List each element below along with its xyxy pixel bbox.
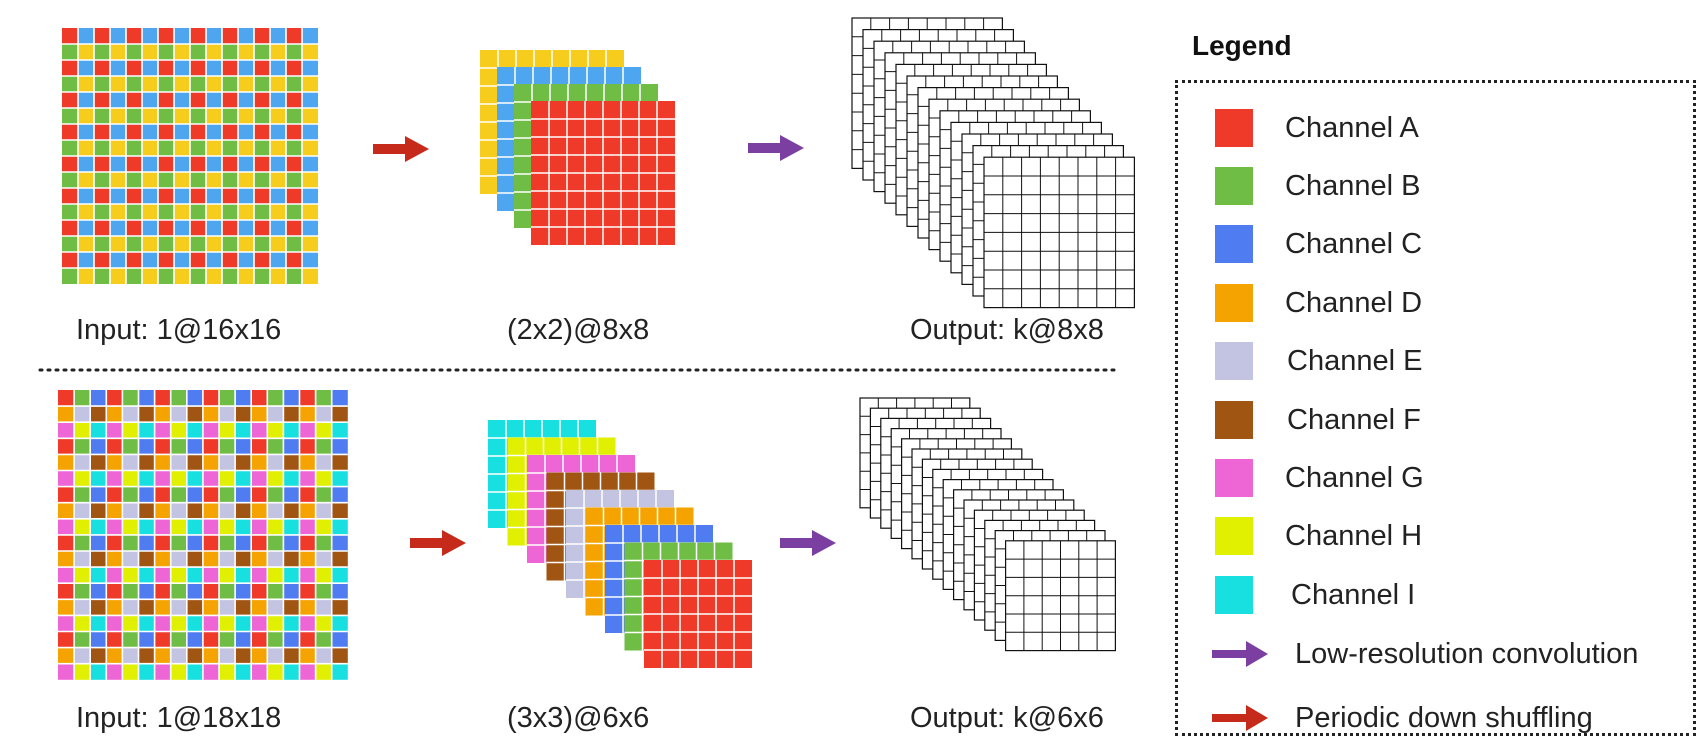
caption-top-shuffled: (2x2)@8x8 <box>507 314 650 346</box>
caption-bottom-input: Input: 1@18x18 <box>76 702 282 734</box>
swatch-channel-f <box>1215 401 1253 439</box>
swatch-channel-d <box>1215 284 1253 322</box>
swatch-channel-b <box>1215 167 1253 205</box>
legend-title: Legend <box>1192 30 1292 61</box>
swatch-channel-g <box>1215 459 1253 497</box>
swatch-channel-c <box>1215 225 1253 263</box>
legend-label: Low-resolution convolution <box>1295 638 1639 670</box>
legend-label: Channel D <box>1285 287 1423 319</box>
purple-arrow-icon <box>1212 641 1268 667</box>
legend-item-channel-f: Channel F <box>1178 399 1693 441</box>
legend-label: Channel C <box>1285 228 1423 260</box>
top-output-stack <box>851 17 1135 309</box>
top-input-grid <box>62 28 318 284</box>
legend-item-channel-h: Channel H <box>1178 515 1693 557</box>
red-arrow-icon <box>1212 705 1268 731</box>
top-shuffled-stack <box>480 50 675 245</box>
legend-item-periodic-down-shuffling: Periodic down shuffling <box>1178 697 1693 739</box>
legend-label: Channel B <box>1285 170 1421 202</box>
legend-item-channel-a: Channel A <box>1178 107 1693 149</box>
legend-label: Channel E <box>1287 345 1423 377</box>
legend-box: Channel A Channel B Channel C Channel D … <box>1175 80 1696 736</box>
legend-label: Channel F <box>1287 404 1421 436</box>
caption-bottom-output: Output: k@6x6 <box>910 702 1104 734</box>
legend-item-channel-g: Channel G <box>1178 457 1693 499</box>
legend-item-channel-e: Channel E <box>1178 340 1693 382</box>
swatch-channel-h <box>1215 517 1253 555</box>
legend-item-channel-d: Channel D <box>1178 282 1693 324</box>
bottom-output-stack <box>859 397 1116 652</box>
legend-item-channel-c: Channel C <box>1178 223 1693 265</box>
caption-bottom-shuffled: (3x3)@6x6 <box>507 702 650 734</box>
legend-item-channel-i: Channel I <box>1178 574 1693 616</box>
swatch-channel-e <box>1215 342 1253 380</box>
legend-label: Channel I <box>1291 579 1416 611</box>
caption-top-input: Input: 1@16x16 <box>76 314 282 346</box>
caption-top-output: Output: k@8x8 <box>910 314 1104 346</box>
legend-label: Channel H <box>1285 520 1423 552</box>
bottom-shuffled-stack <box>488 420 752 668</box>
legend-item-channel-b: Channel B <box>1178 165 1693 207</box>
flow-arrows <box>373 135 836 556</box>
legend-label: Channel A <box>1285 112 1419 144</box>
bottom-input-grid <box>58 390 348 680</box>
legend-item-low-resolution-convolution: Low-resolution convolution <box>1178 633 1693 675</box>
legend-label: Periodic down shuffling <box>1295 702 1593 734</box>
swatch-channel-i <box>1215 576 1253 614</box>
legend-label: Channel G <box>1285 462 1424 494</box>
swatch-channel-a <box>1215 109 1253 147</box>
